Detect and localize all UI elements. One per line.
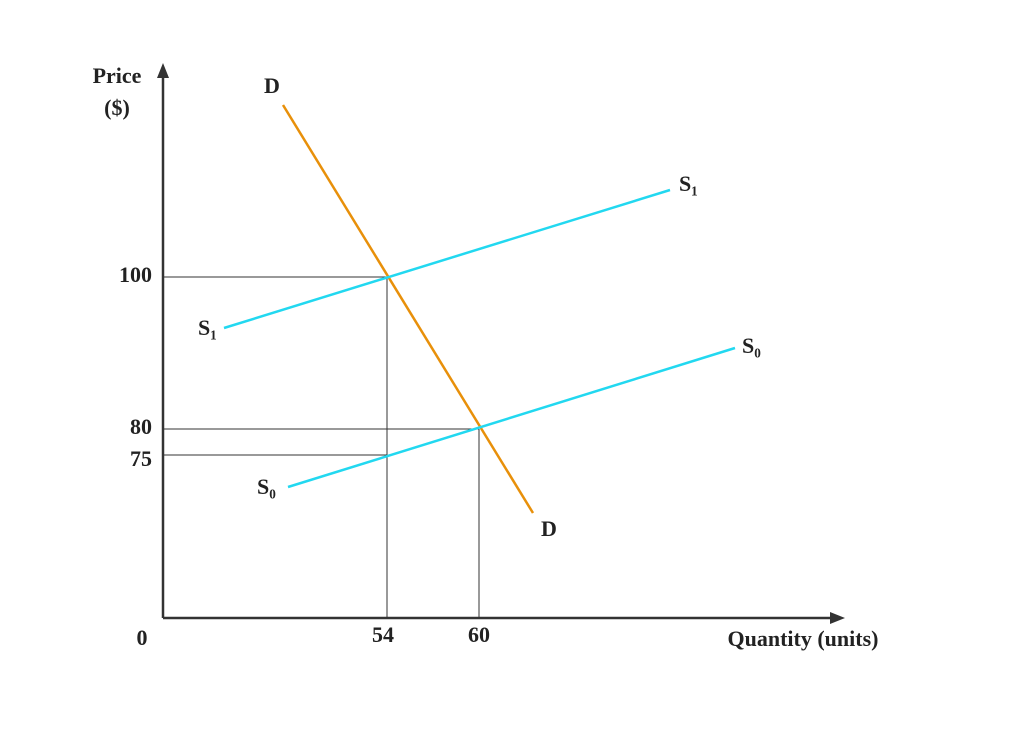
y-tick-label: 80 [130, 414, 152, 439]
supply-curve-s0 [287, 346, 736, 489]
y-tick-label: 100 [119, 262, 152, 287]
demand-curve [281, 104, 535, 514]
x-axis-label: Quantity (units) [728, 626, 879, 651]
curve-label: S₁ [679, 171, 698, 196]
curve-label: S₀ [257, 474, 276, 499]
origin-label: 0 [137, 625, 148, 650]
y-axis-label: ($) [104, 95, 130, 120]
supply-curve-s1 [223, 188, 671, 330]
curve-label: D [541, 516, 557, 541]
curve-label: S₁ [198, 315, 217, 340]
y-tick-label: 75 [130, 446, 152, 471]
x-tick-label: 54 [372, 622, 394, 647]
y-axis-arrow [157, 63, 169, 78]
y-axis-label: Price [93, 63, 142, 88]
x-tick-label: 60 [468, 622, 490, 647]
curve-label: S₀ [742, 333, 761, 358]
x-axis-arrow [830, 612, 845, 624]
curve-label: D [264, 73, 280, 98]
